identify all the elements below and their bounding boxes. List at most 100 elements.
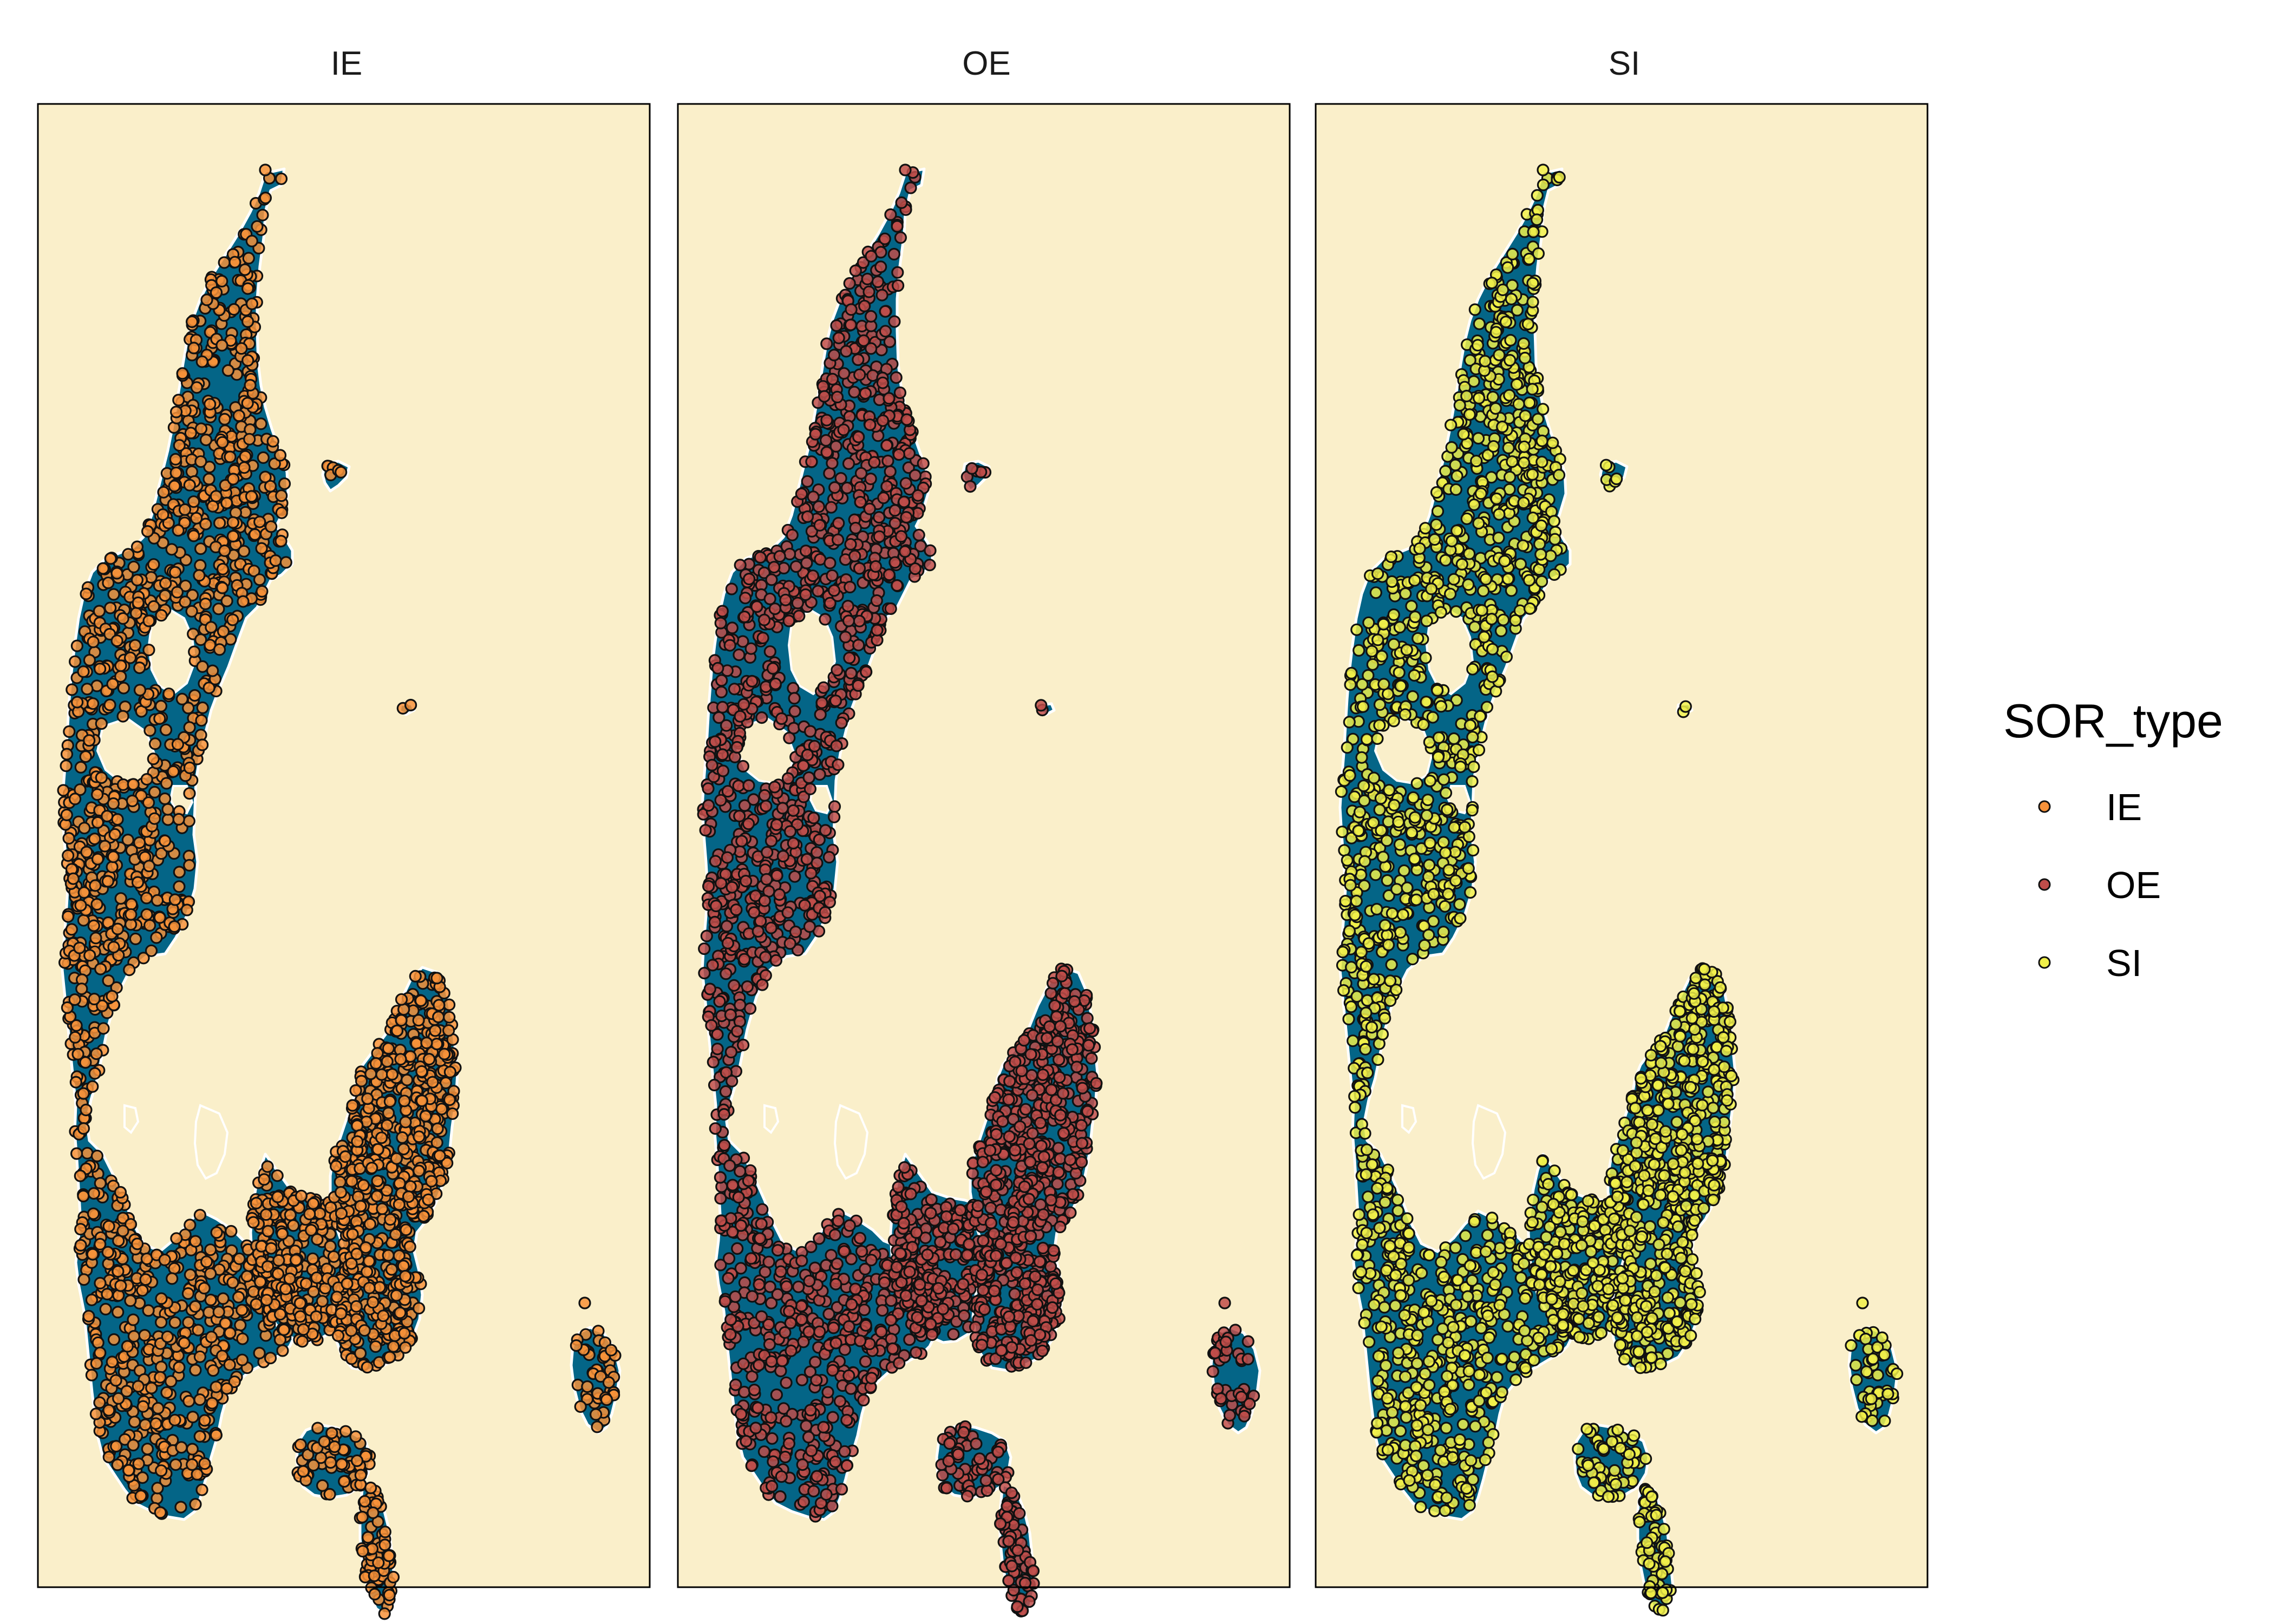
point-ie-1295	[87, 1187, 100, 1200]
point-oe-1492	[706, 959, 719, 972]
point-oe-1452	[714, 876, 728, 890]
point-oe-1335	[781, 906, 794, 919]
point-ie-1372	[114, 659, 127, 672]
point-oe-1263	[853, 368, 866, 381]
point-ie-1429	[220, 1382, 233, 1395]
point-oe-1291	[756, 978, 769, 991]
point-oe-1497	[718, 1295, 731, 1308]
point-oe-791	[711, 1043, 724, 1056]
point-oe-1459	[814, 708, 827, 721]
point-ie-1274	[250, 1298, 263, 1311]
point-oe-138	[894, 231, 907, 244]
point-oe-1750	[924, 1207, 937, 1220]
point-oe-1114	[731, 1025, 744, 1038]
point-oe-1306	[734, 1165, 747, 1178]
point-oe-1151	[734, 710, 747, 723]
point-ie-1374	[91, 853, 104, 866]
point-ie-2392	[365, 1162, 378, 1175]
point-oe-1720	[934, 1235, 947, 1248]
point-ie-1748	[279, 1282, 292, 1295]
point-oe-1310	[742, 817, 755, 830]
point-oe-1757	[915, 1294, 928, 1307]
point-ie-2328	[345, 1175, 358, 1188]
point-oe-1438	[742, 572, 756, 586]
point-ie-1319	[73, 941, 86, 954]
point-ie-1370	[69, 1031, 82, 1044]
point-oe-2332	[1005, 1341, 1018, 1354]
point-oe-2346	[990, 1128, 1003, 1141]
point-ie-855	[139, 1418, 152, 1431]
point-oe-782	[787, 837, 800, 850]
point-oe-1166	[742, 779, 755, 792]
point-ie-2366	[375, 1131, 388, 1144]
point-ie-1405	[83, 734, 96, 747]
point-oe-437	[884, 465, 897, 478]
point-oe-1073	[740, 1435, 753, 1448]
point-ie-2533	[382, 1549, 395, 1562]
point-oe-1756	[899, 1289, 912, 1302]
point-ie-1212	[132, 1457, 145, 1470]
point-ie-2358	[446, 1107, 459, 1120]
point-ie-1474	[75, 983, 88, 996]
point-ie-2267	[346, 1099, 359, 1112]
point-oe-2278	[995, 1344, 1008, 1357]
point-oe-1276	[761, 846, 774, 859]
point-ie-614	[77, 914, 90, 927]
point-ie-511	[102, 577, 115, 590]
point-oe-1186	[698, 942, 711, 955]
point-oe-1385	[865, 250, 878, 263]
point-ie-1334	[241, 397, 254, 410]
point-oe-892	[755, 1217, 768, 1230]
point-ie-2360	[359, 1241, 373, 1254]
point-oe-1476	[818, 390, 831, 403]
point-ie-295	[202, 473, 215, 486]
point-oe-1330	[873, 530, 886, 543]
point-oe-1052	[858, 299, 871, 312]
point-ie-961	[245, 234, 258, 247]
point-ie-1476	[217, 625, 230, 638]
point-ie-1280	[110, 634, 123, 647]
point-oe-1451	[801, 510, 814, 523]
point-ie-1366	[189, 1300, 202, 1313]
point-oe-1139	[774, 1365, 787, 1378]
point-oe-1475	[820, 414, 833, 427]
point-oe-1224	[789, 925, 802, 939]
point-ie-1417	[178, 503, 192, 516]
point-ie-1412	[190, 381, 203, 394]
point-ie-1231	[60, 808, 73, 822]
point-oe-1113	[768, 561, 781, 574]
point-ie-1396	[193, 1350, 206, 1363]
point-oe-1322	[802, 771, 815, 784]
point-ie-1014	[88, 992, 101, 1006]
point-ie-2290	[399, 1116, 412, 1129]
point-oe-1278	[865, 1372, 878, 1385]
point-ie-2240	[395, 1014, 408, 1027]
point-ie-999	[116, 710, 129, 723]
point-oe-930	[767, 1455, 780, 1468]
point-ie-1465	[247, 1285, 260, 1298]
point-oe-1474	[724, 1328, 737, 1341]
point-ie-2369	[432, 1010, 445, 1024]
point-ie-900	[62, 910, 75, 923]
point-oe-1055	[829, 1278, 842, 1291]
point-ie-311	[168, 1262, 181, 1275]
point-ie-1388	[213, 643, 226, 656]
point-oe-1449	[871, 275, 885, 289]
point-ie-2296	[335, 1207, 348, 1220]
point-ie-1408	[206, 500, 219, 513]
point-oe-1342	[795, 1313, 808, 1326]
service-points-ie	[57, 163, 622, 1620]
point-ie-2344	[399, 1341, 412, 1354]
point-oe-1361	[724, 1045, 738, 1059]
point-oe-2347	[1031, 1283, 1044, 1296]
point-oe-633	[887, 247, 900, 261]
point-ie-1358	[74, 1239, 87, 1252]
point-ie-2365	[430, 1037, 443, 1051]
point-ie-385	[276, 1344, 289, 1357]
point-ie-1424	[172, 524, 185, 537]
point-oe-1349	[827, 584, 841, 597]
point-oe-1430	[831, 664, 844, 677]
point-oe-1258	[803, 782, 817, 796]
point-ie-542	[189, 1235, 202, 1248]
point-ie-2238	[414, 994, 428, 1007]
